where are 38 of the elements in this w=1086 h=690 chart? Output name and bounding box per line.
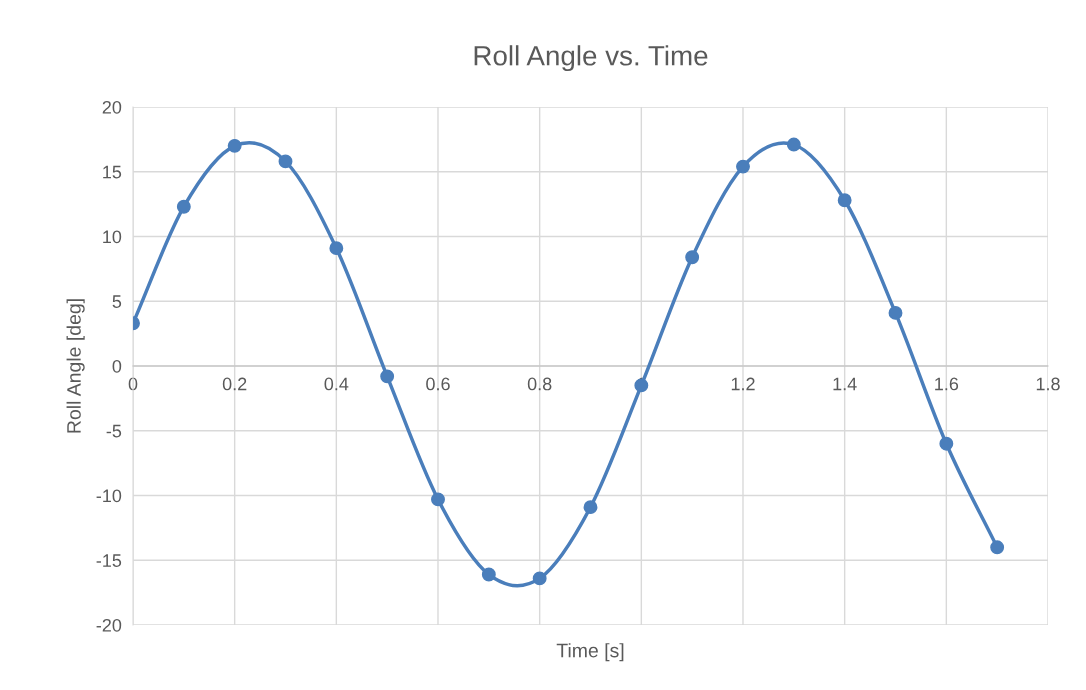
point [532,571,547,586]
x-tick-label: 0.8 [527,377,552,391]
x-tick-label: 0.6 [426,377,450,391]
y-tick-label: 20 [102,100,122,114]
y-tick-label: 15 [103,165,122,179]
point [634,378,649,393]
y-axis-title: Roll Angle [deg] [66,299,85,433]
point [278,154,293,169]
y-tick-label: 0 [112,359,122,373]
x-axis-title: Time [s] [556,643,624,662]
x-tick-label: 0.4 [324,377,349,391]
point [888,305,903,320]
point [837,193,852,208]
y-tick-label: 5 [112,295,122,308]
point [431,492,445,507]
point [736,159,750,174]
x-tick-label: 0 [128,377,138,391]
y-tick-label: 10 [103,230,122,244]
x-tick-label: 1.4 [833,377,857,391]
chart-title: Roll Angle vs. Time [474,45,708,72]
point [481,567,496,582]
point [227,138,242,153]
x-tick-label: 1.8 [1036,377,1060,391]
x-tick-label: 1.6 [935,377,959,391]
x-tick-label: 0.2 [222,377,247,391]
point [939,436,954,451]
point [990,540,1005,555]
point [786,137,801,152]
x-tick-label: 1.2 [731,377,755,391]
point [380,369,395,384]
y-tick-label: -15 [96,554,122,567]
point [685,250,700,265]
y-tick-label: -20 [96,618,122,632]
y-tick-label: -5 [106,424,122,438]
point [329,241,344,256]
y-tick-label: -10 [96,489,122,503]
point [583,500,598,515]
point [176,199,191,214]
